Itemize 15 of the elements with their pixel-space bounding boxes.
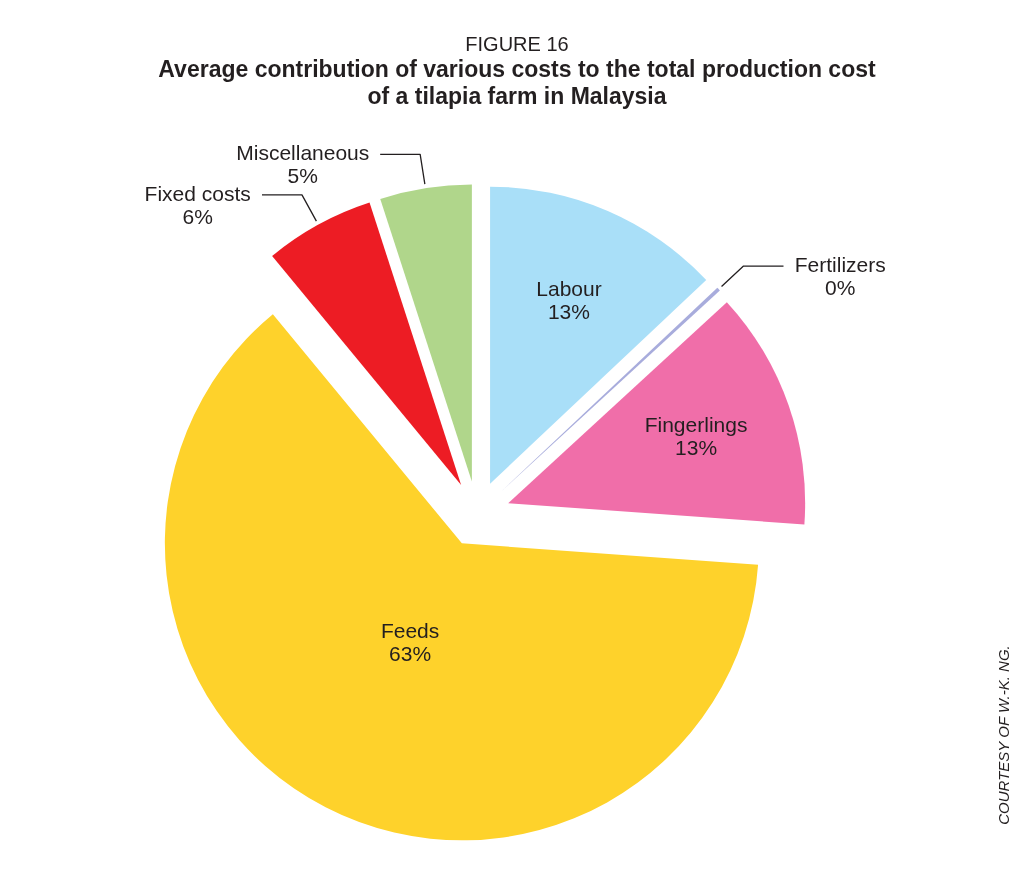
data-label: 0% xyxy=(825,276,856,300)
slice-label: Labour xyxy=(536,276,602,300)
slice-label: Miscellaneous xyxy=(236,141,370,165)
text: COURTESY OF W.-K. NG. xyxy=(995,645,1012,825)
slice-label: Fingerlings xyxy=(644,413,748,437)
slice-label: Fixed costs xyxy=(144,181,251,205)
data-label: 5% xyxy=(287,164,318,188)
data-label: 13% xyxy=(675,436,718,460)
slice-label: Feeds xyxy=(380,619,440,643)
data-label: 13% xyxy=(547,299,590,323)
chart-subtitle: Average contribution of various costs to the total production cost of a tilapia farm in Malaysia xyxy=(158,56,876,109)
data-label: 6% xyxy=(182,204,213,228)
slice-label: Fertilizers xyxy=(794,253,886,277)
data-label: 63% xyxy=(389,642,432,666)
chart-title: FIGURE 16 xyxy=(465,33,569,55)
